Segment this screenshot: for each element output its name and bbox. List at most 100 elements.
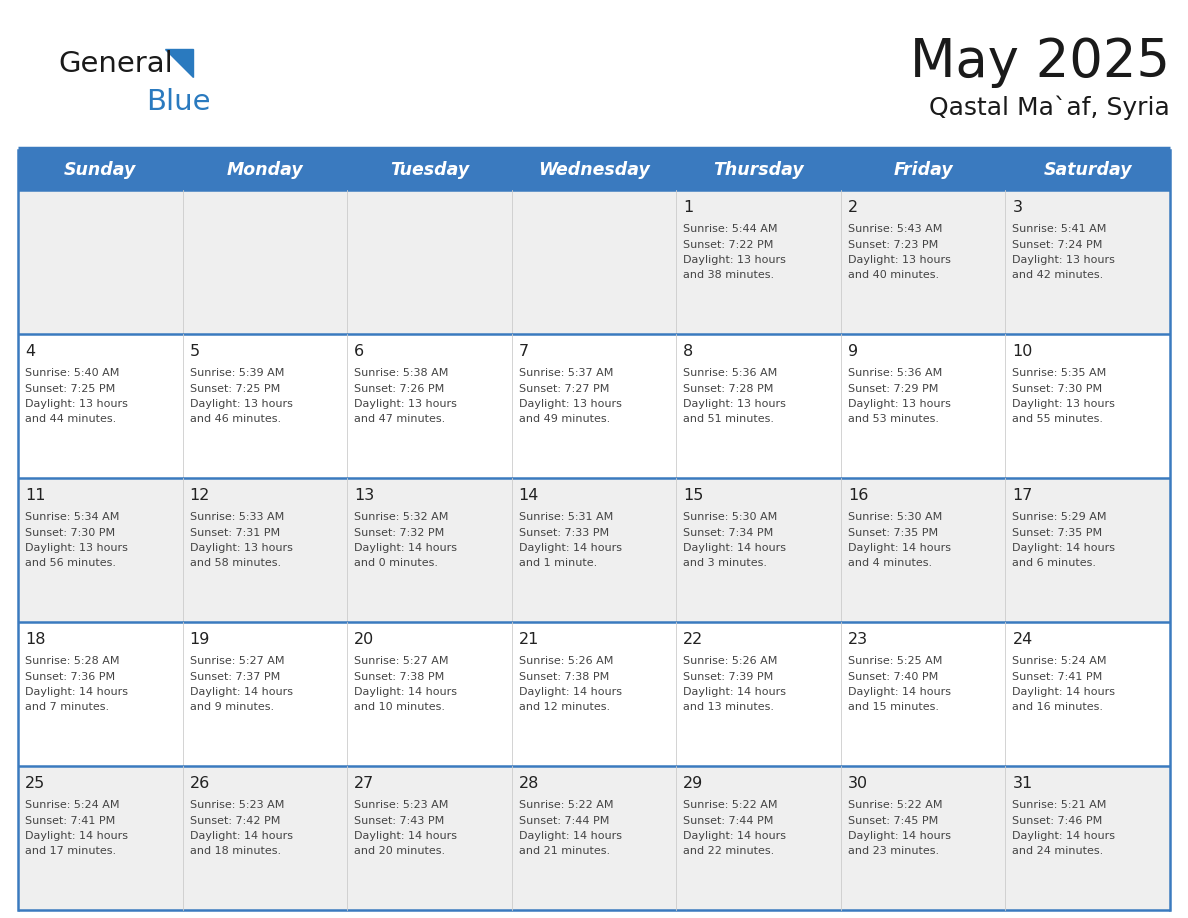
Text: Sunset: 7:42 PM: Sunset: 7:42 PM <box>190 815 280 825</box>
Text: Daylight: 14 hours: Daylight: 14 hours <box>848 687 950 697</box>
Text: and 23 minutes.: and 23 minutes. <box>848 846 939 856</box>
Text: Sunrise: 5:21 AM: Sunrise: 5:21 AM <box>1012 800 1107 810</box>
Text: Daylight: 14 hours: Daylight: 14 hours <box>354 543 457 553</box>
Text: 28: 28 <box>519 777 539 791</box>
Text: Sunrise: 5:25 AM: Sunrise: 5:25 AM <box>848 656 942 666</box>
Text: Sunset: 7:26 PM: Sunset: 7:26 PM <box>354 384 444 394</box>
Text: Daylight: 13 hours: Daylight: 13 hours <box>683 399 786 409</box>
Text: 16: 16 <box>848 488 868 503</box>
Text: Daylight: 13 hours: Daylight: 13 hours <box>190 543 292 553</box>
Text: Daylight: 14 hours: Daylight: 14 hours <box>25 831 128 841</box>
Text: Daylight: 14 hours: Daylight: 14 hours <box>683 543 786 553</box>
Text: Monday: Monday <box>227 161 303 179</box>
Text: 17: 17 <box>1012 488 1032 503</box>
Text: Sunrise: 5:22 AM: Sunrise: 5:22 AM <box>848 800 942 810</box>
Text: and 56 minutes.: and 56 minutes. <box>25 558 116 568</box>
Text: 13: 13 <box>354 488 374 503</box>
Text: Daylight: 13 hours: Daylight: 13 hours <box>25 543 128 553</box>
Text: Sunrise: 5:24 AM: Sunrise: 5:24 AM <box>1012 656 1107 666</box>
Text: 20: 20 <box>354 633 374 647</box>
Text: Daylight: 13 hours: Daylight: 13 hours <box>519 399 621 409</box>
Text: and 49 minutes.: and 49 minutes. <box>519 415 609 424</box>
Text: Friday: Friday <box>893 161 953 179</box>
Text: and 9 minutes.: and 9 minutes. <box>190 702 273 712</box>
Text: Sunset: 7:35 PM: Sunset: 7:35 PM <box>848 528 939 538</box>
Text: Daylight: 13 hours: Daylight: 13 hours <box>1012 255 1116 265</box>
Text: and 46 minutes.: and 46 minutes. <box>190 415 280 424</box>
Text: Sunset: 7:30 PM: Sunset: 7:30 PM <box>1012 384 1102 394</box>
Text: Sunset: 7:38 PM: Sunset: 7:38 PM <box>519 671 609 681</box>
Text: 12: 12 <box>190 488 210 503</box>
Text: Sunrise: 5:40 AM: Sunrise: 5:40 AM <box>25 368 119 378</box>
Text: Sunrise: 5:29 AM: Sunrise: 5:29 AM <box>1012 512 1107 522</box>
Text: Sunrise: 5:38 AM: Sunrise: 5:38 AM <box>354 368 449 378</box>
Text: Sunrise: 5:28 AM: Sunrise: 5:28 AM <box>25 656 120 666</box>
Text: Sunrise: 5:23 AM: Sunrise: 5:23 AM <box>354 800 449 810</box>
Text: Daylight: 14 hours: Daylight: 14 hours <box>1012 687 1116 697</box>
Text: 8: 8 <box>683 344 694 360</box>
Text: Sunrise: 5:33 AM: Sunrise: 5:33 AM <box>190 512 284 522</box>
Text: and 1 minute.: and 1 minute. <box>519 558 596 568</box>
Bar <box>18 766 1170 910</box>
Text: Sunset: 7:23 PM: Sunset: 7:23 PM <box>848 240 939 250</box>
Text: Sunrise: 5:43 AM: Sunrise: 5:43 AM <box>848 224 942 234</box>
Text: Sunset: 7:41 PM: Sunset: 7:41 PM <box>25 815 115 825</box>
Text: and 6 minutes.: and 6 minutes. <box>1012 558 1097 568</box>
Text: and 0 minutes.: and 0 minutes. <box>354 558 438 568</box>
Text: Sunset: 7:39 PM: Sunset: 7:39 PM <box>683 671 773 681</box>
Bar <box>18 334 1170 478</box>
Text: Sunset: 7:29 PM: Sunset: 7:29 PM <box>848 384 939 394</box>
Text: Sunrise: 5:41 AM: Sunrise: 5:41 AM <box>1012 224 1107 234</box>
Text: and 55 minutes.: and 55 minutes. <box>1012 415 1104 424</box>
Text: Sunday: Sunday <box>64 161 137 179</box>
Text: 18: 18 <box>25 633 45 647</box>
Text: Sunset: 7:44 PM: Sunset: 7:44 PM <box>519 815 609 825</box>
Text: May 2025: May 2025 <box>910 36 1170 88</box>
Text: Daylight: 14 hours: Daylight: 14 hours <box>1012 543 1116 553</box>
Text: Sunrise: 5:32 AM: Sunrise: 5:32 AM <box>354 512 449 522</box>
Text: Blue: Blue <box>146 88 210 116</box>
Text: and 24 minutes.: and 24 minutes. <box>1012 846 1104 856</box>
Text: 15: 15 <box>683 488 703 503</box>
Text: Daylight: 14 hours: Daylight: 14 hours <box>683 831 786 841</box>
Text: and 16 minutes.: and 16 minutes. <box>1012 702 1104 712</box>
Text: 10: 10 <box>1012 344 1032 360</box>
Text: Daylight: 14 hours: Daylight: 14 hours <box>519 543 621 553</box>
Text: 22: 22 <box>683 633 703 647</box>
Text: and 51 minutes.: and 51 minutes. <box>683 415 775 424</box>
Text: Sunrise: 5:34 AM: Sunrise: 5:34 AM <box>25 512 119 522</box>
Text: General: General <box>58 50 172 78</box>
Text: Sunset: 7:46 PM: Sunset: 7:46 PM <box>1012 815 1102 825</box>
Text: Daylight: 13 hours: Daylight: 13 hours <box>848 399 950 409</box>
Text: Daylight: 13 hours: Daylight: 13 hours <box>25 399 128 409</box>
Text: and 7 minutes.: and 7 minutes. <box>25 702 109 712</box>
Text: 2: 2 <box>848 200 858 216</box>
Text: and 44 minutes.: and 44 minutes. <box>25 415 116 424</box>
Text: and 18 minutes.: and 18 minutes. <box>190 846 280 856</box>
Text: and 10 minutes.: and 10 minutes. <box>354 702 446 712</box>
Text: and 42 minutes.: and 42 minutes. <box>1012 271 1104 281</box>
Text: and 21 minutes.: and 21 minutes. <box>519 846 609 856</box>
Text: Sunset: 7:28 PM: Sunset: 7:28 PM <box>683 384 773 394</box>
Text: 7: 7 <box>519 344 529 360</box>
Text: 31: 31 <box>1012 777 1032 791</box>
Text: and 53 minutes.: and 53 minutes. <box>848 415 939 424</box>
Text: Sunset: 7:38 PM: Sunset: 7:38 PM <box>354 671 444 681</box>
Text: Sunset: 7:40 PM: Sunset: 7:40 PM <box>848 671 939 681</box>
Text: 21: 21 <box>519 633 539 647</box>
Text: Qastal Ma`af, Syria: Qastal Ma`af, Syria <box>929 95 1170 120</box>
Text: Saturday: Saturday <box>1043 161 1132 179</box>
Text: Sunset: 7:43 PM: Sunset: 7:43 PM <box>354 815 444 825</box>
Text: Sunset: 7:22 PM: Sunset: 7:22 PM <box>683 240 773 250</box>
Text: and 22 minutes.: and 22 minutes. <box>683 846 775 856</box>
Text: Sunrise: 5:39 AM: Sunrise: 5:39 AM <box>190 368 284 378</box>
Text: 26: 26 <box>190 777 210 791</box>
Text: Sunrise: 5:22 AM: Sunrise: 5:22 AM <box>683 800 778 810</box>
Text: Sunrise: 5:23 AM: Sunrise: 5:23 AM <box>190 800 284 810</box>
Text: and 13 minutes.: and 13 minutes. <box>683 702 775 712</box>
Text: 3: 3 <box>1012 200 1023 216</box>
Text: Sunset: 7:32 PM: Sunset: 7:32 PM <box>354 528 444 538</box>
Bar <box>18 150 1170 190</box>
Text: Sunrise: 5:44 AM: Sunrise: 5:44 AM <box>683 224 778 234</box>
Text: and 15 minutes.: and 15 minutes. <box>848 702 939 712</box>
